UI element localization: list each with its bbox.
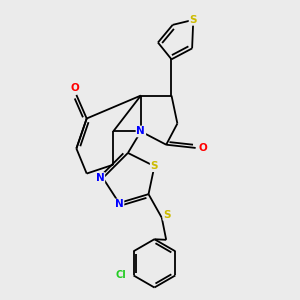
- Text: Cl: Cl: [116, 270, 127, 280]
- Text: N: N: [136, 126, 145, 136]
- Text: O: O: [199, 143, 207, 153]
- Text: O: O: [70, 82, 79, 93]
- Text: S: S: [190, 15, 197, 25]
- Text: N: N: [96, 173, 104, 183]
- Text: S: S: [163, 210, 171, 220]
- Text: N: N: [115, 200, 124, 209]
- Text: S: S: [151, 161, 158, 171]
